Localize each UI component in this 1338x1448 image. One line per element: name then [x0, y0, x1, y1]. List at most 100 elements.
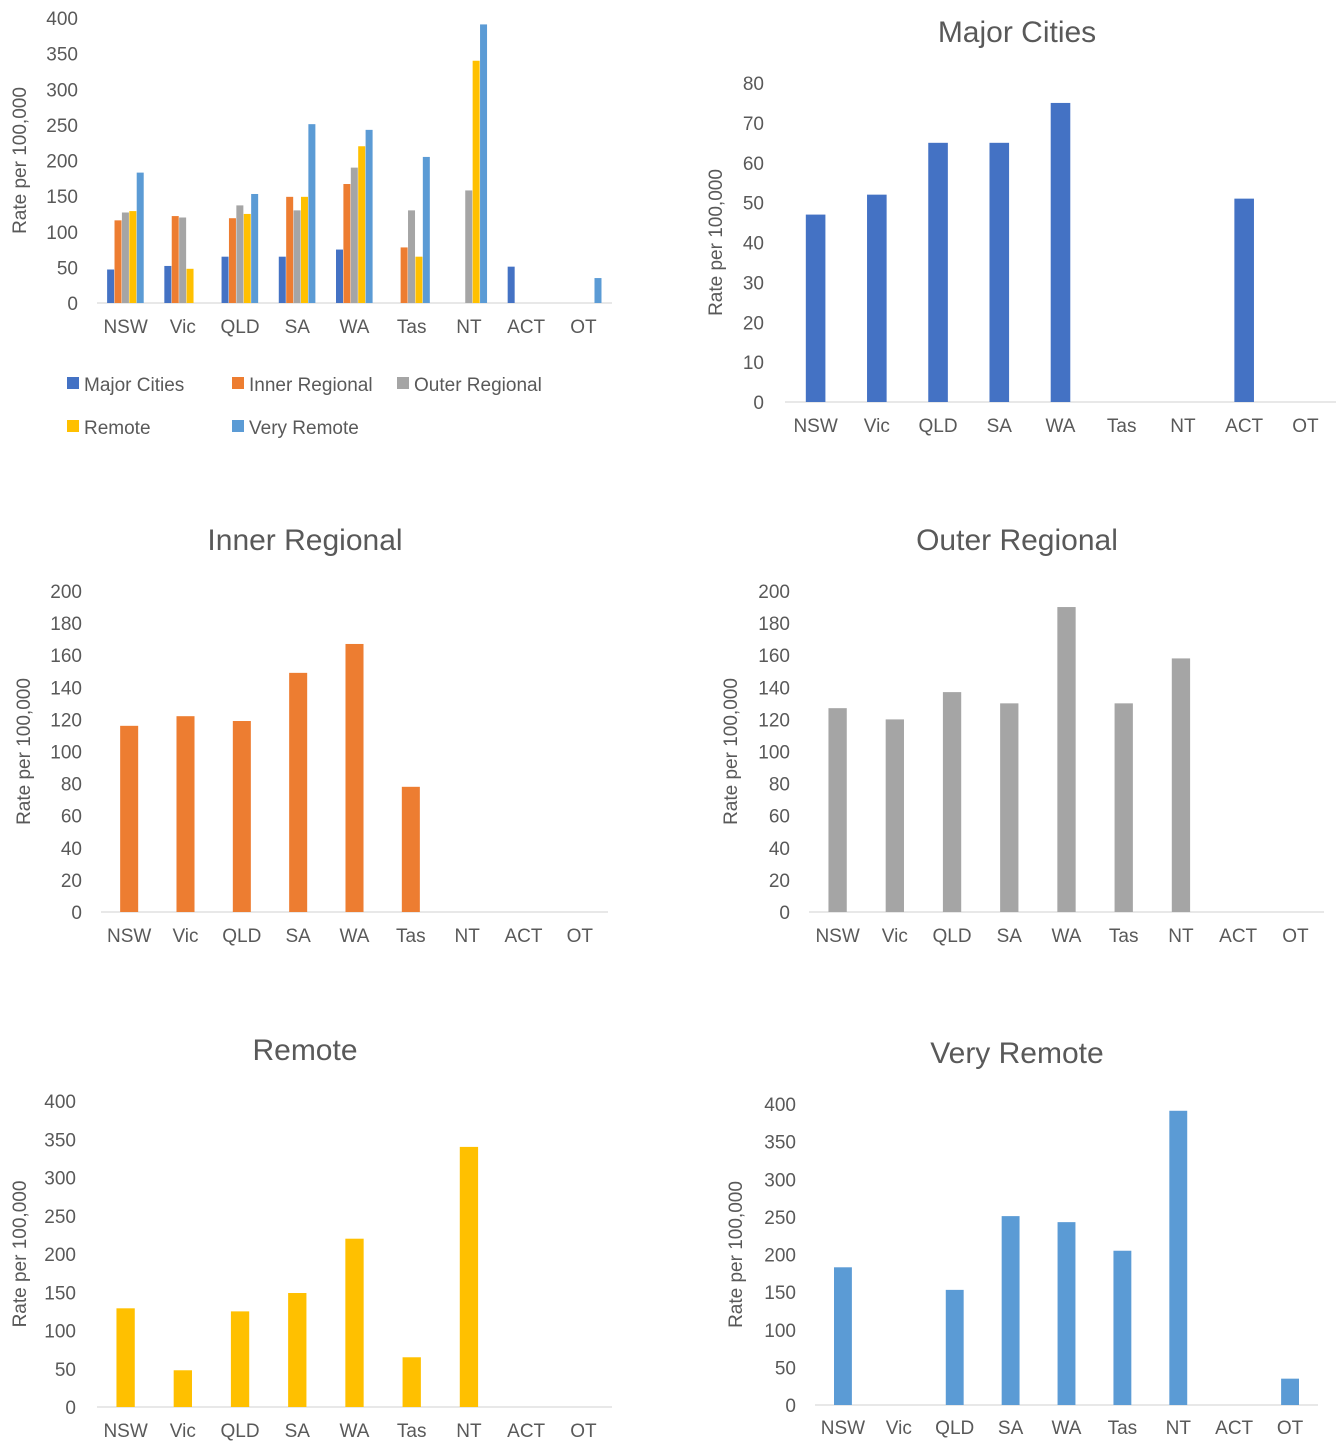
- y-tick-label: 200: [764, 1246, 796, 1267]
- bar-very-remote-wa: [365, 129, 373, 303]
- bar-remote-nt: [472, 60, 480, 303]
- y-tick-label: 160: [50, 646, 82, 667]
- x-tick-label: OT: [1292, 416, 1319, 437]
- legend-label: Very Remote: [249, 418, 359, 439]
- bar-nt: [1169, 1110, 1188, 1405]
- bar-inner-regional-vic: [171, 216, 179, 303]
- y-tick-label: 250: [44, 1207, 76, 1228]
- y-tick-label: 200: [50, 582, 82, 603]
- x-tick-label: Vic: [864, 416, 890, 437]
- x-tick-label: NT: [1170, 416, 1196, 437]
- bar-sa: [288, 1293, 307, 1407]
- y-tick-label: 100: [44, 1322, 76, 1343]
- y-axis-label: Rate per 100,000: [726, 1181, 747, 1328]
- x-tick-label: QLD: [222, 926, 261, 947]
- bar-outer-regional-nt: [465, 190, 473, 303]
- bar-wa: [1057, 1222, 1076, 1405]
- bar-qld: [945, 1289, 964, 1405]
- legend-swatch: [67, 377, 79, 389]
- bar-wa: [345, 643, 364, 912]
- chart-title: Major Cities: [938, 16, 1096, 49]
- x-tick-label: SA: [998, 1418, 1024, 1439]
- bar-vic: [173, 1370, 192, 1407]
- legend-label: Major Cities: [84, 375, 184, 396]
- bar-inner-regional-qld: [228, 218, 236, 303]
- x-tick-label: SA: [987, 416, 1013, 437]
- y-tick-label: 0: [67, 294, 78, 315]
- bar-nsw: [834, 1267, 852, 1405]
- legend-label: Remote: [84, 418, 151, 439]
- x-tick-label: NT: [1166, 1418, 1192, 1439]
- bar-vic: [176, 716, 195, 912]
- legend-swatch: [232, 420, 244, 432]
- chart-title: Very Remote: [930, 1037, 1103, 1070]
- bar-outer-regional-qld: [236, 205, 244, 303]
- x-tick-label: Vic: [172, 926, 198, 947]
- y-tick-label: 150: [44, 1283, 76, 1304]
- bar-inner-regional-tas: [400, 247, 408, 303]
- x-tick-label: QLD: [933, 926, 972, 947]
- y-tick-label: 140: [758, 678, 790, 699]
- y-tick-label: 60: [61, 807, 82, 828]
- bar-sa: [289, 672, 308, 912]
- legend-item-major-cities: Major Cities: [67, 375, 184, 396]
- bar-inner-regional-nsw: [114, 220, 122, 303]
- bar-vic: [885, 719, 904, 912]
- bar-major-cities-qld: [221, 256, 229, 303]
- bar-nsw: [828, 708, 847, 912]
- bar-very-remote-nt: [480, 24, 488, 303]
- y-tick-label: 180: [50, 614, 82, 635]
- y-tick-label: 50: [743, 194, 764, 215]
- x-tick-label: WA: [340, 926, 370, 947]
- y-tick-label: 0: [785, 1396, 796, 1417]
- y-tick-label: 100: [50, 743, 82, 764]
- chart-title: Outer Regional: [916, 524, 1118, 557]
- chart-inner-regional: Inner Regional Rate per 100,000 0 20 40 60 80 1…: [14, 524, 608, 947]
- legend-label: Inner Regional: [249, 375, 373, 396]
- bar-qld: [928, 142, 948, 402]
- y-tick-label: 20: [743, 313, 764, 334]
- x-tick-label: QLD: [919, 416, 958, 437]
- y-tick-label: 350: [44, 1130, 76, 1151]
- y-tick-label: 400: [46, 9, 78, 30]
- x-tick-label: OT: [567, 926, 594, 947]
- y-tick-label: 400: [764, 1095, 796, 1116]
- y-tick-label: 50: [57, 258, 78, 279]
- y-axis-label: Rate per 100,000: [10, 1181, 31, 1328]
- chart-very-remote: Very Remote Rate per 100,000 0 50 100 150 200 2…: [726, 1037, 1318, 1439]
- y-tick-label: 80: [769, 775, 790, 796]
- x-tick-label: SA: [997, 926, 1023, 947]
- bar-outer-regional-sa: [293, 210, 301, 303]
- bar-sa: [1000, 703, 1019, 912]
- bar-outer-regional-nsw: [121, 212, 129, 303]
- bar-major-cities-act: [507, 266, 515, 303]
- bar-major-cities-nsw: [107, 269, 115, 303]
- bar-ot: [1281, 1378, 1299, 1405]
- x-tick-label: QLD: [221, 1421, 260, 1442]
- bar-wa: [345, 1238, 364, 1407]
- x-tick-label: OT: [1282, 926, 1309, 947]
- y-tick-label: 100: [46, 223, 78, 244]
- legend-swatch: [397, 377, 409, 389]
- bar-qld: [232, 721, 251, 912]
- x-tick-label: ACT: [1225, 416, 1263, 437]
- bar-major-cities-wa: [336, 249, 343, 303]
- y-tick-label: 0: [753, 393, 764, 414]
- y-tick-label: 200: [44, 1245, 76, 1266]
- x-tick-label: Tas: [1109, 926, 1139, 947]
- y-axis-label: Rate per 100,000: [706, 169, 727, 316]
- y-tick-label: 0: [71, 903, 82, 924]
- y-tick-label: 250: [46, 116, 78, 137]
- bar-remote-qld: [243, 213, 251, 303]
- bar-very-remote-qld: [251, 193, 259, 303]
- y-tick-label: 80: [61, 775, 82, 796]
- x-tick-label: ACT: [507, 1421, 545, 1442]
- y-tick-label: 40: [769, 839, 790, 860]
- y-tick-label: 60: [769, 807, 790, 828]
- bar-nsw: [116, 1308, 135, 1407]
- legend-item-outer-regional: Outer Regional: [397, 375, 542, 396]
- x-tick-label: WA: [1046, 416, 1076, 437]
- y-tick-label: 150: [46, 187, 78, 208]
- x-tick-label: QLD: [221, 317, 260, 338]
